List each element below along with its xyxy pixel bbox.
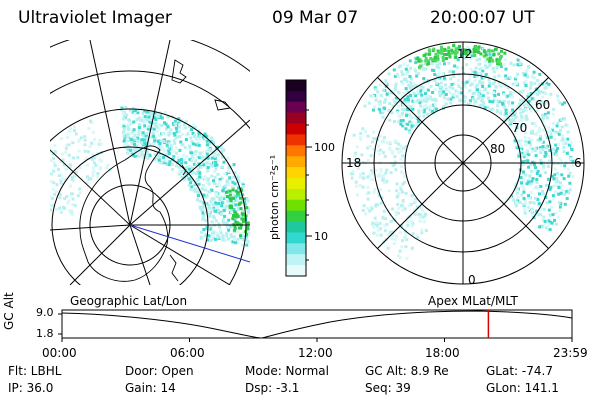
colorbar-band xyxy=(286,265,306,277)
aurora-emission-left xyxy=(50,105,250,247)
colorbar-band xyxy=(286,112,306,125)
colorbar-tick-100: 100 xyxy=(314,141,335,154)
colorbar-unit-label: photon cm⁻²s⁻¹ xyxy=(268,155,281,240)
xtick-0600: 06:00 xyxy=(170,346,205,360)
coastline-antarctica xyxy=(79,59,231,282)
time-label: 20:00:07 UT xyxy=(430,8,535,28)
colorbar-band xyxy=(286,254,306,266)
colorbar-band xyxy=(286,232,306,244)
mlt-label-6: 6 xyxy=(574,156,582,170)
magnetic-grid xyxy=(341,41,585,285)
gc-alt-info: GC Alt: 8.9 Re xyxy=(365,364,449,378)
altitude-ytick-min: 1.8 xyxy=(36,327,54,340)
colorbar-band xyxy=(286,188,306,201)
colorbar-band xyxy=(286,156,306,168)
mlt-label-12: 12 xyxy=(457,47,472,61)
colorbar-band xyxy=(286,243,306,255)
geographic-grid xyxy=(50,40,250,285)
colorbar-band xyxy=(286,145,306,157)
colorbar-band xyxy=(286,134,306,146)
xtick-2359: 23:59 xyxy=(553,346,588,360)
geographic-map xyxy=(50,40,250,285)
altitude-ytick-max: 9.0 xyxy=(36,306,54,319)
mlt-label-0: 0 xyxy=(468,273,476,287)
door-info: Door: Open xyxy=(125,364,194,378)
altitude-ylabel: GC Alt xyxy=(2,292,16,330)
mode-info: Mode: Normal xyxy=(245,364,329,378)
magnetic-map-label: Apex MLat/MLT xyxy=(428,294,518,308)
mlat-label-60: 60 xyxy=(535,98,550,112)
colorbar-band xyxy=(286,210,306,223)
colorbar-band xyxy=(286,167,306,179)
xtick-1800: 18:00 xyxy=(425,346,460,360)
colorbar-band xyxy=(286,101,306,114)
mlt-label-18: 18 xyxy=(346,156,361,170)
colorbar-band xyxy=(286,199,306,212)
colorbar-band xyxy=(286,90,306,103)
colorbar-band xyxy=(286,80,306,92)
filter-info: Flt: LBHL xyxy=(8,364,62,378)
seq-info: Seq: 39 xyxy=(365,381,411,395)
xtick-0000: 00:00 xyxy=(42,346,77,360)
colorbar-tick-10: 10 xyxy=(314,230,328,243)
altitude-curve xyxy=(61,310,573,339)
altitude-plot xyxy=(58,309,573,342)
ip-info: IP: 36.0 xyxy=(8,381,54,395)
terminator-line xyxy=(129,224,250,263)
colorbar-band xyxy=(286,123,306,135)
glat-info: GLat: -74.7 xyxy=(486,364,553,378)
magnetic-map: 12 18 6 0 60 70 80 xyxy=(341,41,585,287)
gain-info: Gain: 14 xyxy=(125,381,176,395)
colorbar-band xyxy=(286,221,306,233)
glon-info: GLon: 141.1 xyxy=(486,381,559,395)
geographic-map-label: Geographic Lat/Lon xyxy=(70,294,188,308)
mlat-label-80: 80 xyxy=(490,142,505,156)
colorbar-band xyxy=(286,178,306,190)
colorbar: 100 10 photon cm⁻²s⁻¹ xyxy=(268,79,335,277)
instrument-title: Ultraviolet Imager xyxy=(18,8,172,28)
mlat-label-70: 70 xyxy=(512,121,527,135)
dsp-info: Dsp: -3.1 xyxy=(245,381,300,395)
date-label: 09 Mar 07 xyxy=(272,8,359,28)
xtick-1200: 12:00 xyxy=(298,346,333,360)
